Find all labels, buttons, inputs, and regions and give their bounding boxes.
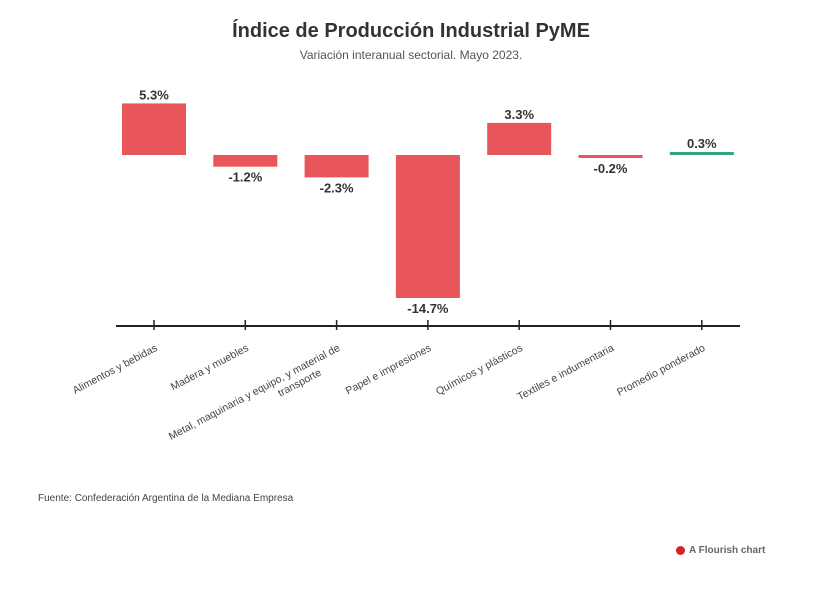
chart-subtitle: Variación interanual sectorial. Mayo 202… [299,48,523,62]
chart-title: Índice de Producción Industrial PyME [232,20,590,42]
value-label-5: 3.3% [504,107,534,122]
bar-2[interactable] [213,155,278,167]
x-tick-label-1: Alimentos y bebidas [71,342,160,397]
bar-3[interactable] [304,155,369,178]
value-label-6: -0.2% [594,161,628,176]
x-tick-label-3: Metal, maquinaria y equipo, y material d… [167,342,348,454]
flourish-credit[interactable]: A Flourish chart [676,545,765,556]
x-tick-label-5: Químicos y plásticos [434,342,525,398]
credit-label: A Flourish chart [689,545,766,556]
value-label-1: 5.3% [139,87,169,102]
bar-5[interactable] [487,122,552,155]
bar-chart: 5.3% -1.2% -2.3% -14.7% 3.3% -0.2% 0.3% Aliment… [71,87,740,454]
value-label-3: -2.3% [320,180,354,195]
x-tick-label-2: Madera y muebles [169,342,251,393]
bar-4[interactable] [395,155,460,299]
source-note: Fuente: Confederación Argentina de la Me… [38,493,294,504]
value-label-2: -1.2% [228,170,262,185]
bar-1[interactable] [122,103,186,155]
x-tick-label-4: Papel e impresiones [344,342,434,397]
value-label-7: 0.3% [687,136,717,151]
x-tick-label-6: Textiles e indumentaria [515,342,616,403]
flourish-logo-icon [676,546,685,555]
bar-7[interactable] [669,152,734,155]
x-tick-label-7: Promedio ponderado [615,342,707,399]
value-label-4: -14.7% [407,301,449,316]
bar-6[interactable] [578,155,643,158]
